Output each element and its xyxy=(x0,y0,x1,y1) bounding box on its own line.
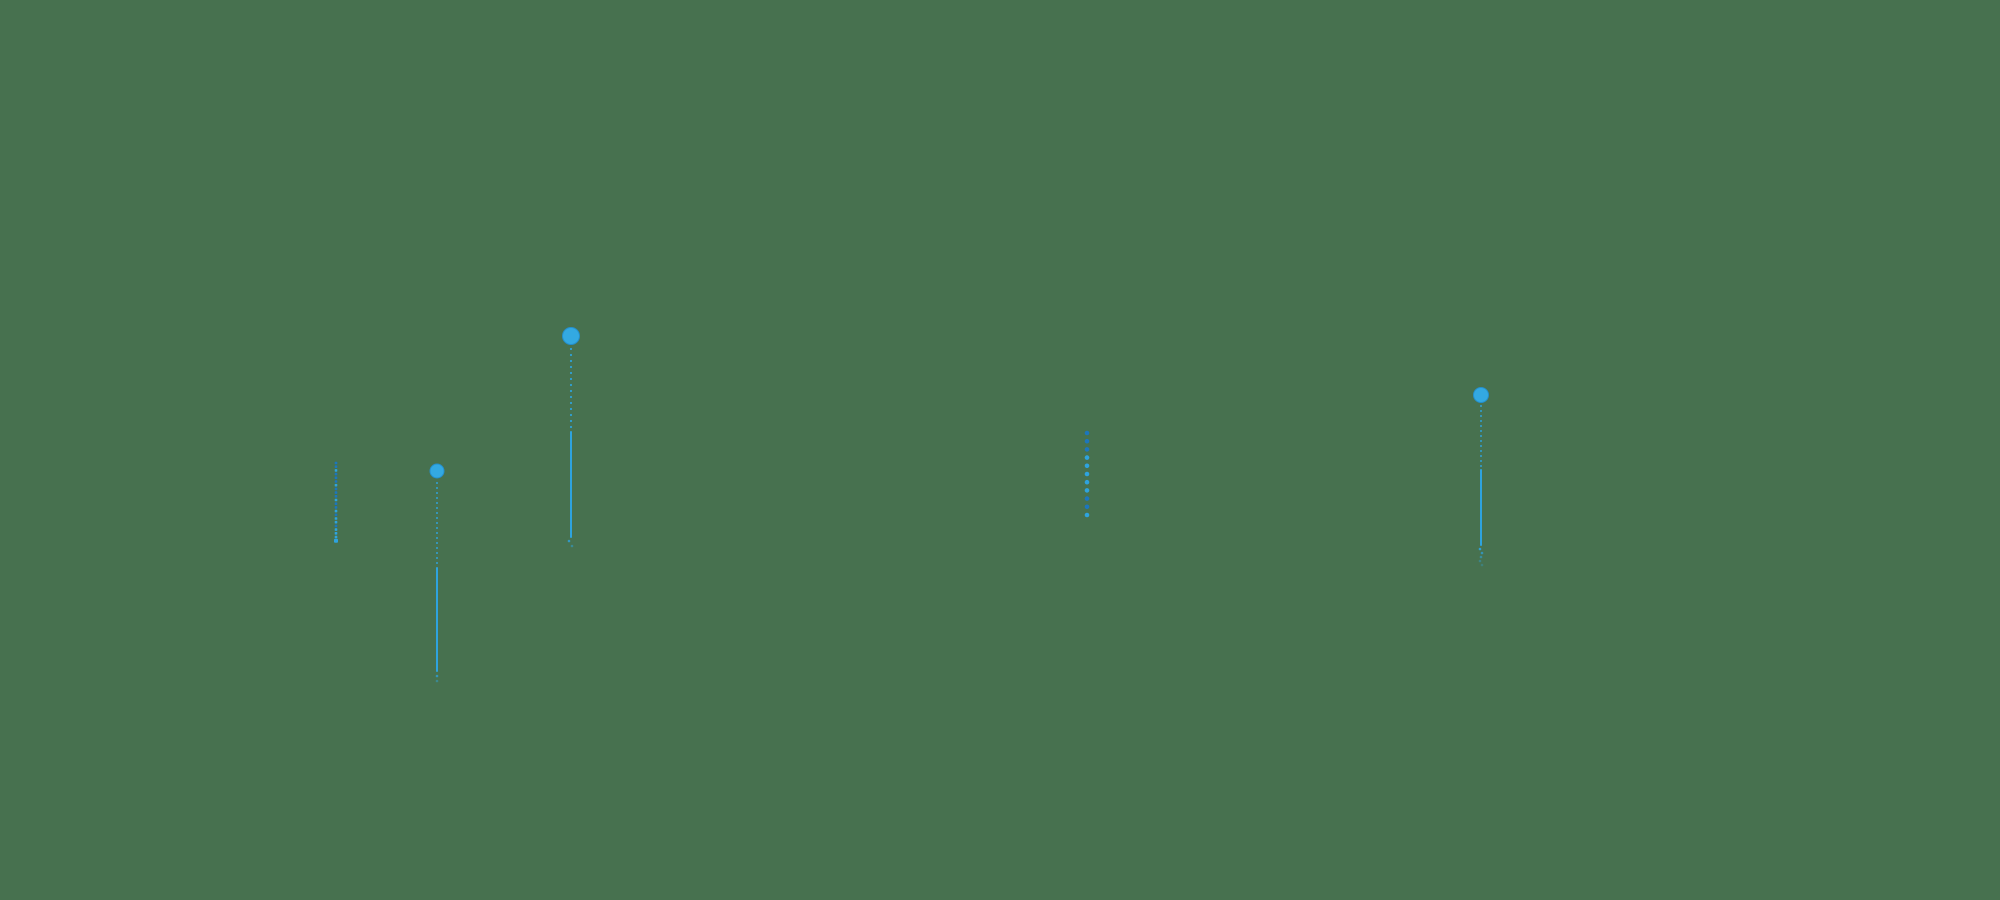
comet-tail-dot xyxy=(1480,460,1482,462)
comet-tail-dot xyxy=(436,552,438,554)
comet-tail-dot xyxy=(1480,425,1482,427)
trail-dot xyxy=(334,491,338,494)
comet-tail-dot xyxy=(1480,455,1482,457)
comet-tail-dot xyxy=(436,542,438,544)
comet-tail-dot xyxy=(436,507,438,509)
comet-tail-dot xyxy=(1480,420,1482,422)
comet-left xyxy=(429,463,445,683)
comet-tail-dot xyxy=(569,425,573,429)
trail-dot xyxy=(1084,447,1090,452)
comet-tail-dot xyxy=(436,537,438,539)
comet-fade-dot xyxy=(435,674,439,678)
comet-fade-dot xyxy=(435,679,439,683)
comet-tail-dot xyxy=(1480,410,1482,412)
comet-tail-dot xyxy=(569,359,573,363)
trail-dot xyxy=(1084,430,1090,436)
round-dot-trail xyxy=(1084,430,1090,518)
trail-dot xyxy=(1084,463,1090,469)
trail-dot xyxy=(334,520,338,524)
trail-dot xyxy=(334,476,338,480)
comet-head xyxy=(1473,387,1489,403)
comet-fade-dot xyxy=(1480,563,1484,567)
comet-head xyxy=(429,463,445,479)
trail-dot xyxy=(334,502,338,505)
trail-dot xyxy=(1084,504,1090,510)
trail-dot xyxy=(334,535,338,539)
comet-tail-dot xyxy=(569,365,573,369)
comet-tail-dot xyxy=(436,517,438,519)
trail-dot xyxy=(334,513,338,517)
comet-fade-dot xyxy=(567,539,571,543)
comet-tail-dot xyxy=(569,395,573,399)
trail-dot xyxy=(334,487,338,491)
comet-tail-dot xyxy=(1480,450,1482,452)
trail-dot xyxy=(334,498,338,502)
comet-tail-dot xyxy=(436,492,438,494)
trail-dot xyxy=(334,472,338,476)
trail-dot xyxy=(1084,455,1090,460)
comet-tail-dot xyxy=(436,522,438,524)
comet-tail-dot xyxy=(436,562,438,564)
comet-head xyxy=(562,327,580,345)
comet-fade-dot xyxy=(1478,547,1482,551)
comet-tail-dot xyxy=(569,419,573,423)
trail-dot xyxy=(334,480,338,483)
comet-tail-dot xyxy=(569,401,573,405)
comet-tail-dot xyxy=(436,512,438,514)
comet-tail-dot xyxy=(1480,405,1482,407)
comet-fade-dot xyxy=(1479,555,1483,559)
trail-dot xyxy=(334,509,338,513)
trail-dot xyxy=(334,517,338,520)
comet-tail-dot xyxy=(436,532,438,534)
comet-tail-dot xyxy=(569,371,573,375)
comet-tail-dot xyxy=(436,557,438,559)
trail-dot xyxy=(1084,471,1090,477)
comet-tail-dot xyxy=(436,502,438,504)
trail-dot xyxy=(1084,488,1090,493)
comet-tail-dot xyxy=(436,482,438,484)
trail-dot xyxy=(1084,438,1090,444)
trail-dot xyxy=(334,524,338,528)
comet-tail-dot xyxy=(436,547,438,549)
trail-dot xyxy=(334,469,338,472)
comet-tail-dot xyxy=(569,353,573,357)
comet-tall xyxy=(562,327,580,548)
micro-dot-trail xyxy=(334,461,338,543)
trail-dot xyxy=(334,483,338,487)
trail-dot xyxy=(334,461,338,465)
comet-tail-dot xyxy=(569,383,573,387)
comet-tail-dot xyxy=(569,377,573,381)
comet-fade-dot xyxy=(1480,551,1484,555)
comet-tail-dot xyxy=(569,407,573,411)
trail-dot xyxy=(1084,512,1090,518)
comet-tail-dot xyxy=(1480,465,1482,467)
comet-tail-dot xyxy=(1480,415,1482,417)
comet-fade-dot xyxy=(570,544,574,548)
trail-dot xyxy=(334,532,338,535)
comet-tail-dot xyxy=(569,413,573,417)
trail-dot xyxy=(334,528,338,531)
comet-tail-dot xyxy=(1480,435,1482,437)
trail-dot xyxy=(1084,479,1090,485)
trail-dot xyxy=(334,538,338,543)
trail-dot xyxy=(334,465,338,468)
comet-tail-dot xyxy=(436,497,438,499)
comet-tail-dot xyxy=(569,347,573,351)
comet-tail-dot xyxy=(1480,440,1482,442)
comet-right xyxy=(1473,387,1489,567)
trail-dot xyxy=(334,495,338,498)
comet-tail-dot xyxy=(569,389,573,393)
trail-dot xyxy=(1084,496,1090,501)
comet-tail-dot xyxy=(1480,445,1482,447)
comet-tail-dot xyxy=(1480,430,1482,432)
trail-dot xyxy=(334,506,338,509)
comet-tail-dot xyxy=(436,527,438,529)
comet-fade-dot xyxy=(1478,559,1482,563)
comet-tail-dot xyxy=(436,487,438,489)
